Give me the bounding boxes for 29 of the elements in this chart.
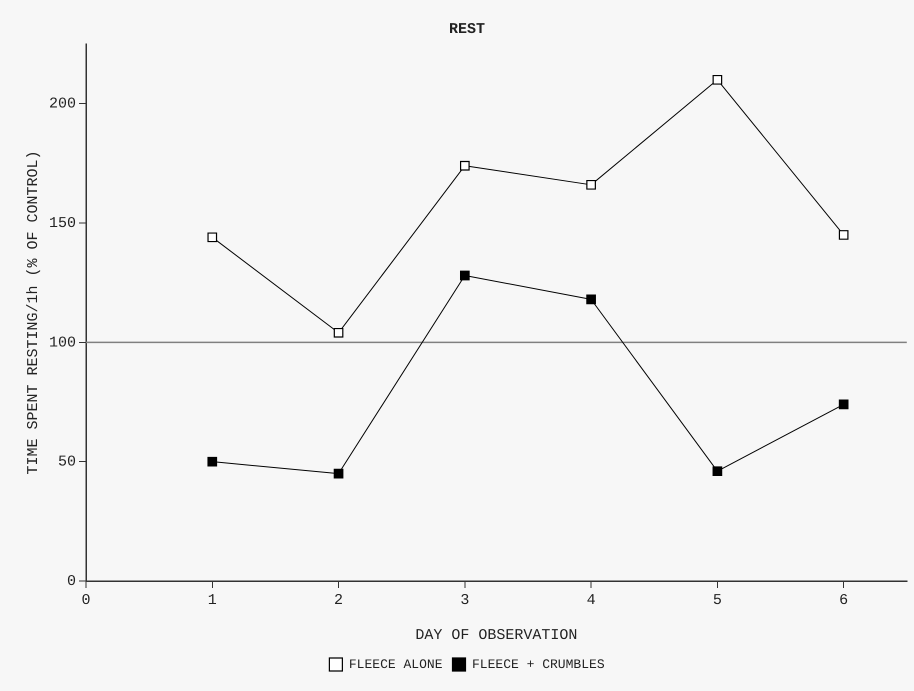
point [334, 468, 344, 478]
point [712, 466, 722, 476]
point [838, 400, 849, 410]
x-tick-label: 0 [81, 592, 91, 609]
y-tick-label: 0 [66, 572, 76, 590]
x-tick-label: 2 [334, 592, 344, 609]
legend-label: FLEECE + CRUMBLES [472, 656, 605, 672]
x-tick-label: 4 [586, 592, 596, 609]
y-tick-label: 150 [48, 214, 76, 232]
point [207, 456, 218, 467]
point [586, 180, 596, 190]
point [586, 294, 596, 304]
point [207, 232, 218, 242]
point [838, 230, 849, 240]
x-tick-label: 3 [460, 592, 470, 609]
y-tick-label: 200 [48, 96, 76, 113]
point [460, 160, 470, 171]
point [334, 328, 344, 338]
y-tick-label: 100 [48, 334, 76, 352]
y-tick-label: 50 [58, 454, 76, 471]
x-tick-label: 1 [208, 592, 217, 609]
x-tick-label: 5 [712, 592, 722, 609]
y-axis-title: TIME SPENT RESTING/1h (% OF CONTROL) [24, 150, 42, 475]
x-axis-title: DAY OF OBSERVATION [415, 626, 578, 644]
point [460, 270, 470, 280]
legend-label: FLEECE ALONE [348, 656, 443, 672]
chart-title: REST [448, 20, 486, 38]
x-tick-label: 6 [839, 592, 848, 609]
point [712, 74, 722, 85]
